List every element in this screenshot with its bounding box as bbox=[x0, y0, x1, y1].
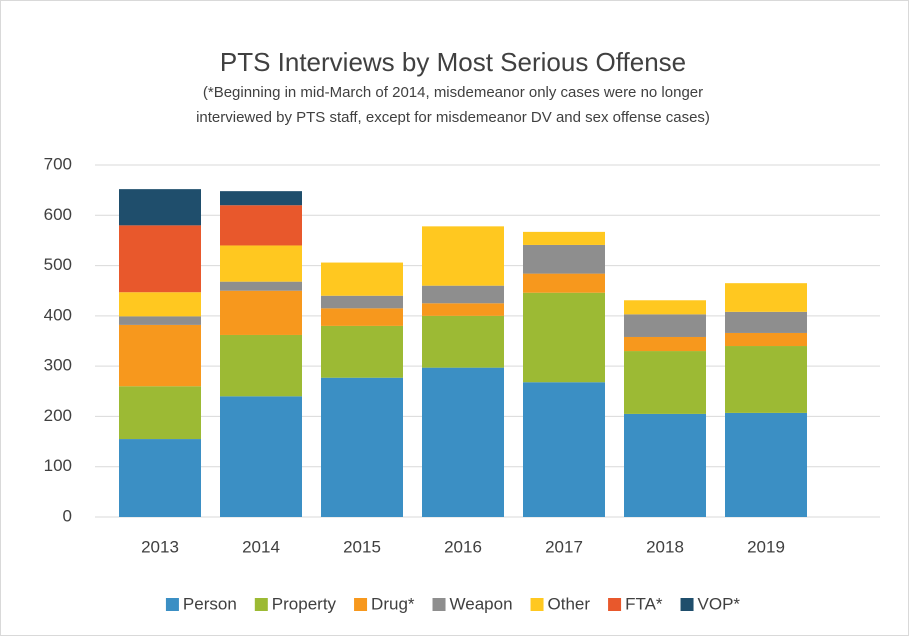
legend-swatch bbox=[254, 598, 268, 611]
chart-title: PTS Interviews by Most Serious Offense bbox=[220, 47, 686, 77]
legend-label: Person bbox=[183, 594, 237, 613]
y-tick-label: 300 bbox=[44, 356, 72, 375]
y-tick-label: 0 bbox=[63, 506, 72, 525]
y-tick-label: 100 bbox=[44, 456, 72, 475]
legend-swatch bbox=[165, 598, 179, 611]
bar-segment bbox=[220, 396, 302, 517]
x-tick-label: 2016 bbox=[444, 537, 482, 556]
x-tick-label: 2015 bbox=[343, 537, 381, 556]
bar-segment bbox=[119, 439, 201, 517]
bar-segment bbox=[523, 231, 605, 245]
legend-label: VOP* bbox=[698, 594, 741, 613]
x-tick-label: 2019 bbox=[747, 537, 785, 556]
legend-label: FTA* bbox=[625, 594, 663, 613]
bar-segment bbox=[220, 191, 302, 206]
bar-segment bbox=[725, 283, 807, 312]
chart-subtitle: interviewed by PTS staff, except for mis… bbox=[196, 109, 710, 126]
bar-segment bbox=[220, 334, 302, 397]
x-tick-label: 2017 bbox=[545, 537, 583, 556]
y-tick-label: 200 bbox=[44, 406, 72, 425]
legend-label: Other bbox=[548, 594, 591, 613]
legend-label: Weapon bbox=[450, 594, 513, 613]
bar-segment bbox=[523, 382, 605, 517]
bar-segment bbox=[725, 412, 807, 517]
bar-segment bbox=[624, 336, 706, 352]
bar-segment bbox=[523, 292, 605, 383]
bar-segment bbox=[321, 295, 403, 309]
bar-segment bbox=[725, 346, 807, 413]
bar-segment bbox=[624, 351, 706, 414]
bar-segment bbox=[523, 244, 605, 274]
x-tick-label: 2018 bbox=[646, 537, 684, 556]
bar-segment bbox=[220, 281, 302, 291]
y-tick-label: 600 bbox=[44, 205, 72, 224]
bar-segment bbox=[119, 292, 201, 317]
bar-segment bbox=[119, 324, 201, 387]
legend-label: Property bbox=[272, 594, 337, 613]
legend-swatch bbox=[354, 598, 368, 611]
bar-segment bbox=[725, 332, 807, 347]
bar-segment bbox=[321, 308, 403, 326]
y-tick-label: 400 bbox=[44, 305, 72, 324]
x-tick-label: 2013 bbox=[141, 537, 179, 556]
bar-segment bbox=[220, 290, 302, 335]
bar-segment bbox=[624, 413, 706, 517]
legend-label: Drug* bbox=[371, 594, 415, 613]
bar-segment bbox=[220, 245, 302, 282]
bar-segment bbox=[523, 273, 605, 293]
bar-segment bbox=[624, 300, 706, 315]
bar-segment bbox=[321, 325, 403, 378]
bar-segment bbox=[220, 205, 302, 246]
bar-segment bbox=[422, 285, 504, 304]
bar-segment bbox=[624, 314, 706, 337]
legend-swatch bbox=[608, 598, 622, 611]
bar-segment bbox=[119, 386, 201, 440]
bar-segment bbox=[321, 377, 403, 517]
bar-segment bbox=[422, 315, 504, 368]
bar-segment bbox=[422, 303, 504, 316]
bar-segment bbox=[422, 367, 504, 517]
bar-segment bbox=[725, 311, 807, 333]
bar-segment bbox=[119, 189, 201, 226]
y-tick-label: 700 bbox=[44, 154, 72, 173]
bar-segment bbox=[321, 262, 403, 296]
x-tick-label: 2014 bbox=[242, 537, 280, 556]
y-tick-label: 500 bbox=[44, 255, 72, 274]
bar-segment bbox=[422, 226, 504, 286]
chart-subtitle: (*Beginning in mid-March of 2014, misdem… bbox=[203, 84, 703, 101]
legend-swatch bbox=[530, 598, 544, 611]
bar-segment bbox=[119, 316, 201, 325]
legend-swatch bbox=[680, 598, 694, 611]
bar-segment bbox=[119, 225, 201, 293]
legend-swatch bbox=[432, 598, 446, 611]
